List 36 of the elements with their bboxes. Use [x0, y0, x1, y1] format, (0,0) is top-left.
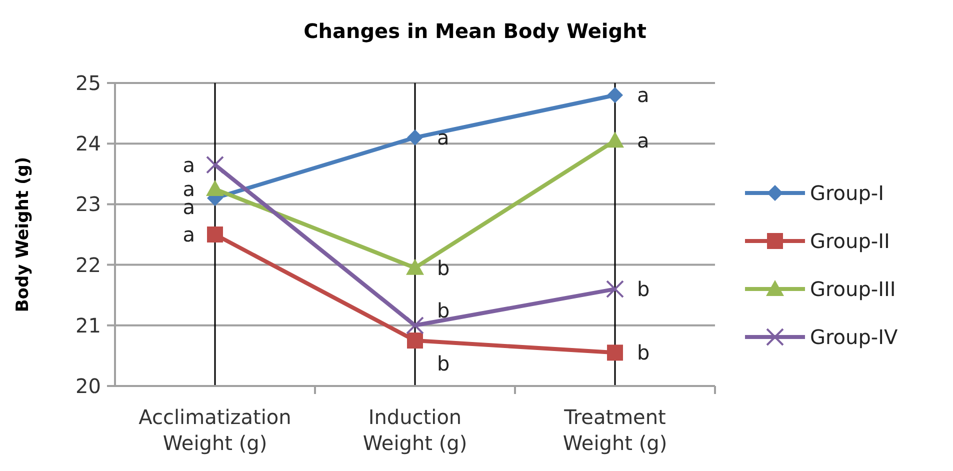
point: [207, 226, 223, 242]
point: [406, 258, 424, 275]
point: [407, 130, 423, 146]
y-tick-label: 21: [76, 313, 101, 338]
annotation: a: [182, 222, 195, 246]
chart-title: Changes in Mean Body Weight: [304, 19, 647, 43]
y-tick-label: 22: [76, 252, 101, 277]
annotation: a: [637, 83, 650, 108]
point: [407, 332, 423, 349]
point: [606, 280, 624, 298]
point: [206, 156, 224, 174]
x-tick-label: Induction Weight (g): [362, 405, 468, 455]
legend-label: Group-II: [810, 229, 890, 253]
legend-label: Group-IV: [810, 325, 898, 349]
point: [606, 132, 624, 148]
y-tick-label: 25: [76, 71, 101, 95]
y-axis-title: Body Weight (g): [13, 156, 33, 312]
y-tick-label: 24: [76, 132, 101, 156]
point: [406, 316, 424, 334]
annotation: b: [437, 352, 450, 376]
annotation: a: [437, 126, 450, 150]
annotation: a: [637, 128, 650, 153]
annotation: b: [437, 298, 450, 322]
annotation: b: [637, 277, 650, 302]
y-tick-label: 20: [76, 374, 101, 398]
annotation: b: [437, 256, 450, 280]
annotation: a: [182, 152, 195, 177]
x-tick-label: Treatment Weight (g): [562, 405, 668, 455]
point: [206, 180, 224, 196]
y-tick-label: 23: [76, 192, 101, 216]
legend-label: Group-I: [810, 181, 884, 205]
x-tick-label: Acclimatization Weight (g): [138, 405, 292, 455]
legend-label: Group-III: [810, 277, 896, 301]
point: [607, 87, 623, 104]
annotation: b: [637, 340, 650, 365]
point: [607, 344, 623, 361]
